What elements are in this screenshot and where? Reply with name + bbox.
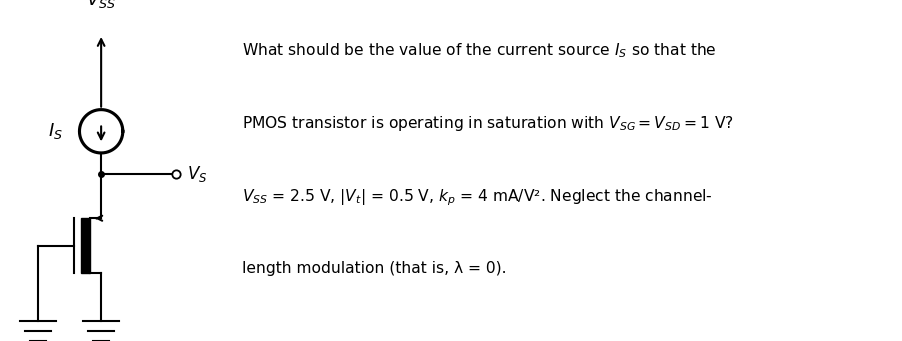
Text: What should be the value of the current source $I_S$ so that the: What should be the value of the current …: [242, 41, 716, 60]
Text: $V_{SS}$ = 2.5 V, $|V_t|$ = 0.5 V, $k_p$ = 4 mA/V². Neglect the channel-: $V_{SS}$ = 2.5 V, $|V_t|$ = 0.5 V, $k_p$…: [242, 188, 712, 208]
Text: $V_S$: $V_S$: [187, 164, 207, 184]
Text: $I_S$: $I_S$: [48, 121, 63, 141]
Text: PMOS transistor is operating in saturation with $V_{SG} = V_{SD} = 1$ V?: PMOS transistor is operating in saturati…: [242, 114, 733, 133]
Polygon shape: [81, 218, 90, 273]
Text: $V_{SS}$: $V_{SS}$: [86, 0, 116, 10]
Text: length modulation (that is, λ = 0).: length modulation (that is, λ = 0).: [242, 261, 506, 276]
